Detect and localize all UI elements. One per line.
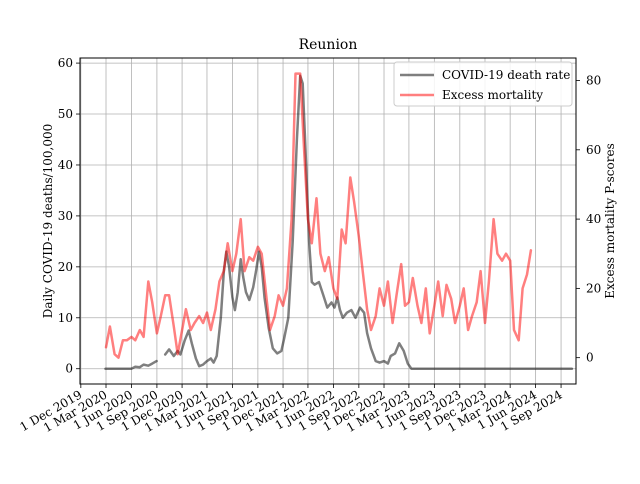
chart-title: Reunion	[299, 37, 358, 53]
y-tick-label: 60	[58, 56, 73, 70]
y-tick-label: 10	[58, 311, 73, 325]
y2-tick-label: 0	[586, 351, 594, 365]
y-tick-label: 0	[65, 362, 73, 376]
y2-tick-label: 40	[586, 212, 601, 226]
legend-label-covid: COVID-19 death rate	[442, 68, 570, 82]
series-lines	[104, 72, 574, 370]
legend-label-excess: Excess mortality	[442, 88, 543, 102]
left-axis: 0 10 20 30 40 50 60	[58, 56, 80, 376]
y2-axis-label: Excess mortality P-scores	[603, 143, 617, 298]
right-axis: 0 20 40 60 80	[576, 74, 601, 365]
plot-frame	[79, 57, 577, 385]
legend: COVID-19 death rate Excess mortality	[393, 61, 573, 107]
y-tick-label: 50	[58, 107, 73, 121]
y-tick-label: 40	[58, 158, 73, 172]
y2-tick-label: 20	[586, 281, 601, 295]
y2-tick-label: 60	[586, 143, 601, 157]
y2-tick-label: 80	[586, 74, 601, 88]
y-tick-label: 30	[58, 209, 73, 223]
series-line-excess-mortality	[104, 72, 533, 359]
y-axis-label: Daily COVID-19 deaths/100,000	[41, 124, 55, 319]
y-tick-label: 20	[58, 260, 73, 274]
legend-box	[393, 61, 573, 107]
series-line-covid-death-rate	[104, 74, 574, 370]
